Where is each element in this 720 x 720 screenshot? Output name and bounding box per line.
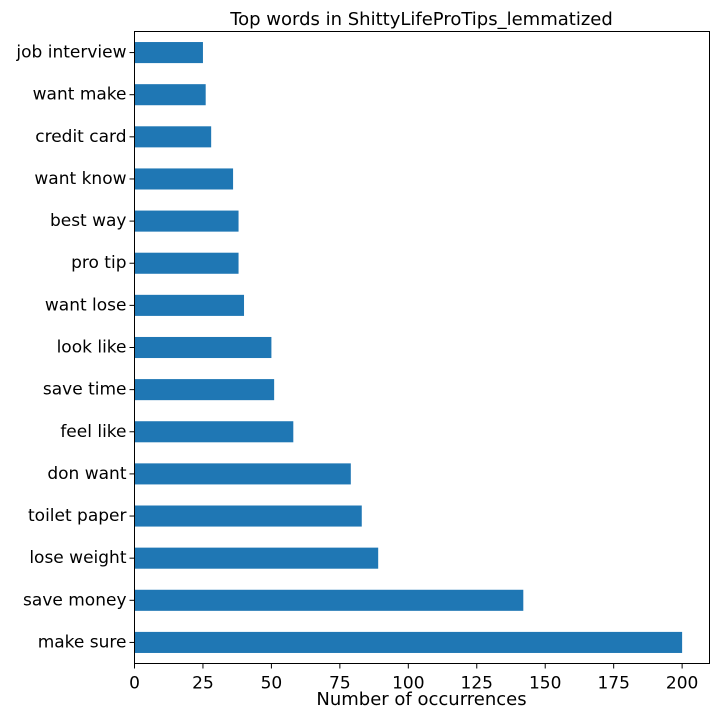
- x-tick-label: 0: [129, 674, 140, 694]
- y-tick-label: don want: [47, 464, 126, 484]
- bar-feel-like: [134, 421, 294, 443]
- y-tick-label: want lose: [45, 295, 127, 315]
- bar-make-sure: [134, 631, 683, 653]
- x-tick-label: 25: [192, 674, 214, 694]
- y-tick-label: lose weight: [29, 548, 126, 568]
- y-tick-label: want make: [33, 85, 127, 105]
- x-tick-label: 125: [461, 674, 493, 694]
- y-tick-label: job interview: [15, 43, 126, 63]
- bar-save-money: [134, 589, 524, 611]
- y-tick-label: feel like: [60, 422, 126, 442]
- y-tick-label: make sure: [38, 632, 127, 652]
- bar-pro-tip: [134, 252, 239, 274]
- x-tick-label: 200: [666, 674, 698, 694]
- bar-want-make: [134, 84, 206, 106]
- y-tick-label: best way: [50, 211, 127, 231]
- y-tick-label: look like: [57, 338, 127, 358]
- bar-job-interview: [134, 42, 203, 64]
- plot-frame: [134, 31, 710, 664]
- bar-look-like: [134, 336, 272, 359]
- y-axis-ticks: make sure save money lose weight toilet pap…: [15, 43, 135, 652]
- x-tick-label: 175: [597, 674, 629, 694]
- x-tick-label: 50: [261, 674, 283, 694]
- bar-don-want: [134, 463, 351, 485]
- bar-want-lose: [134, 294, 245, 316]
- bar-best-way: [134, 210, 239, 232]
- y-tick-label: pro tip: [71, 253, 126, 273]
- bar-save-time: [134, 379, 275, 401]
- bar-want-know: [134, 168, 234, 190]
- y-tick-label: credit card: [35, 127, 126, 147]
- y-tick-label: want know: [34, 169, 126, 189]
- bar-toilet-paper: [134, 505, 362, 527]
- bar-lose-weight: [134, 547, 379, 569]
- x-tick-label: 150: [529, 674, 561, 694]
- bar-credit-card: [134, 126, 212, 148]
- chart-title: Top words in ShittyLifeProTips_lemmatize…: [229, 9, 613, 30]
- x-tick-label: 100: [392, 674, 424, 694]
- x-axis-label: Number of occurrences: [316, 689, 526, 710]
- x-tick-label: 75: [329, 674, 351, 694]
- bars-group: [134, 42, 683, 653]
- y-tick-label: save money: [23, 590, 126, 610]
- y-tick-label: toilet paper: [28, 506, 127, 526]
- x-axis-ticks: 0 25 50 75 100 125 150 175 200: [129, 663, 698, 694]
- y-tick-label: save time: [43, 380, 127, 400]
